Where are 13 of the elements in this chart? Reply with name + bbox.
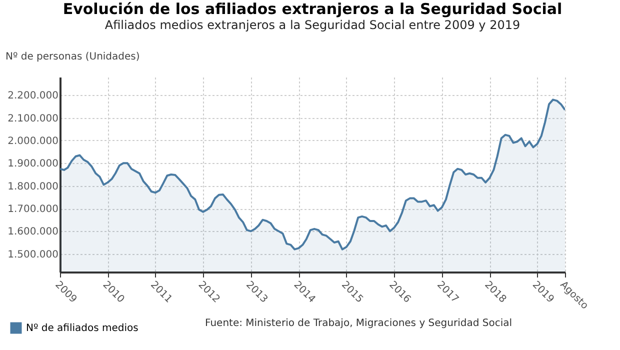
y-tick-label: 1.500.000	[8, 249, 58, 260]
y-tick-label: 2.100.000	[8, 113, 58, 124]
y-tick-label: 1.800.000	[8, 181, 58, 192]
chart-title: Evolución de los afiliados extranjeros a la Seguridad Social	[62, 0, 562, 18]
y-tick-label: 1.600.000	[8, 226, 58, 238]
y-tick-label: 2.000.000	[8, 136, 58, 147]
y-tick-label: 2.200.000	[8, 90, 58, 102]
y-tick-label: 1.900.000	[8, 158, 58, 170]
source-note: Fuente: Ministerio de Trabajo, Migraciones y Seguridad Social	[205, 318, 512, 329]
chart-subtitle: Afiliados medios extranjeros a la Seguridad Social entre 2009 y 2019	[104, 18, 520, 32]
y-axis-title: Nº de personas (Unidades)	[6, 52, 140, 62]
y-tick-label: 1.700.000	[8, 204, 58, 216]
legend-label: Nº de afiliados medios	[26, 323, 138, 334]
